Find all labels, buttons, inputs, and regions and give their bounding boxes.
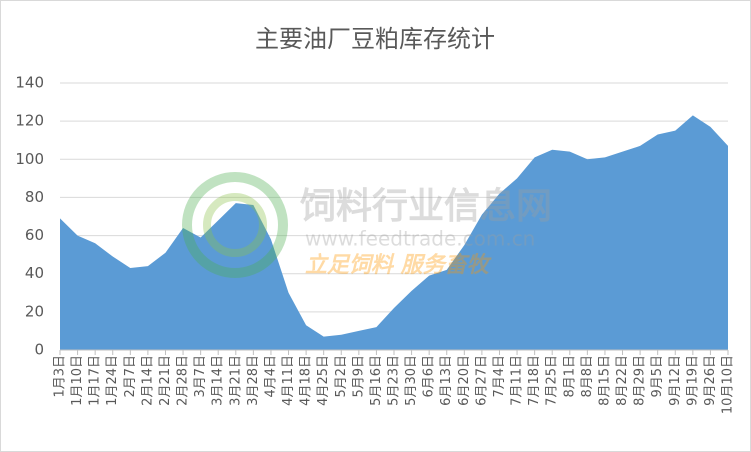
x-tick-label: 5月23日 [387,355,402,406]
y-tick-label: 100 [15,150,44,168]
x-tick-label: 4月25日 [316,355,331,406]
y-tick-label: 140 [15,74,44,92]
x-tick-label: 7月11日 [510,355,525,406]
x-tick-label: 2月14日 [140,355,155,406]
x-tick-label: 9月5日 [650,355,665,398]
x-tick-label: 8月15日 [597,355,612,406]
x-tick-label: 5月9日 [351,355,366,398]
y-tick-label: 120 [15,112,44,130]
x-tick-label: 4月4日 [263,355,278,398]
y-tick-label: 80 [25,188,44,206]
x-tick-label: 6月20日 [457,355,472,406]
x-tick-label: 6月13日 [439,355,454,406]
x-tick-label: 9月26日 [703,355,718,406]
x-tick-label: 5月2日 [334,355,349,398]
x-tick-label: 2月7日 [123,355,138,398]
x-tick-label: 1月10日 [70,355,85,406]
x-tick-label: 8月22日 [615,355,630,406]
chart-title: 主要油厂豆粕库存统计 [255,25,495,53]
x-tick-label: 3月7日 [193,355,208,398]
x-tick-label: 4月18日 [299,355,314,406]
area [60,115,728,351]
watermark-logo [203,193,267,257]
x-tick-label: 10月10日 [721,355,736,414]
x-tick-label: 4月11日 [281,355,296,406]
x-tick-label: 3月28日 [246,355,261,406]
x-tick-label: 6月27日 [474,355,489,406]
y-tick-label: 60 [25,226,44,244]
watermark-url: www.feedtrade.com.cn [305,227,535,251]
x-tick-label: 3月14日 [211,355,226,406]
x-tick-label: 3月21日 [228,355,243,406]
x-tick-label: 2月21日 [158,355,173,406]
x-tick-label: 1月17日 [88,355,103,406]
x-tick-label: 5月16日 [369,355,384,406]
watermark-slogan: 立足饲料 服务畜牧 [305,252,493,278]
y-tick-label: 40 [25,264,44,282]
x-tick-label: 8月8日 [580,355,595,398]
x-tick-label: 2月28日 [176,355,191,406]
x-tick-label: 9月12日 [668,355,683,406]
x-tick-label: 6月6日 [422,355,437,398]
watermark-logo [182,172,288,278]
y-tick-label: 20 [25,302,44,320]
x-tick-label: 9月19日 [685,355,700,406]
x-tick-label: 7月18日 [527,355,542,406]
y-tick-label: 0 [34,341,44,359]
x-tick-label: 7月25日 [545,355,560,406]
x-tick-label: 5月30日 [404,355,419,406]
watermark-name: 饲料行业信息网 [300,186,552,227]
x-tick-label: 1月3日 [53,355,68,398]
x-tick-label: 8月1日 [562,355,577,398]
x-tick-label: 7月4日 [492,355,507,398]
x-tick-label: 8月29日 [633,355,648,406]
x-tick-label: 1月24日 [105,355,120,406]
